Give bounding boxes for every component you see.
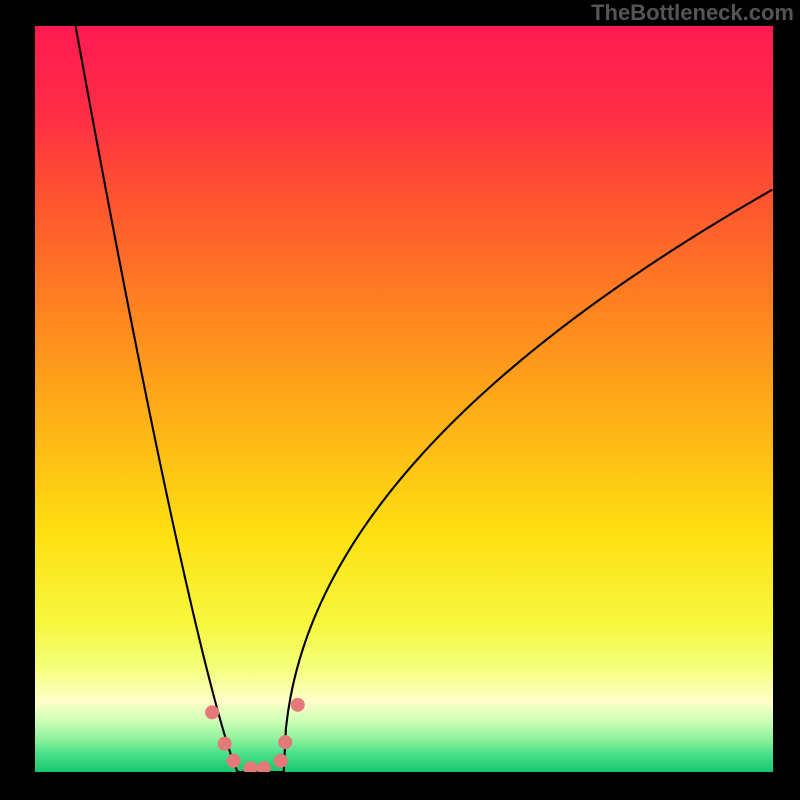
- marker-point: [278, 735, 292, 749]
- chart-stage: TheBottleneck.com: [0, 0, 800, 800]
- gradient-background: [35, 26, 773, 772]
- marker-point: [291, 698, 305, 712]
- marker-point: [205, 705, 219, 719]
- watermark-text: TheBottleneck.com: [591, 0, 794, 26]
- marker-point: [218, 737, 232, 751]
- bottleneck-chart: [35, 26, 773, 772]
- marker-point: [227, 754, 241, 768]
- marker-point: [274, 754, 288, 768]
